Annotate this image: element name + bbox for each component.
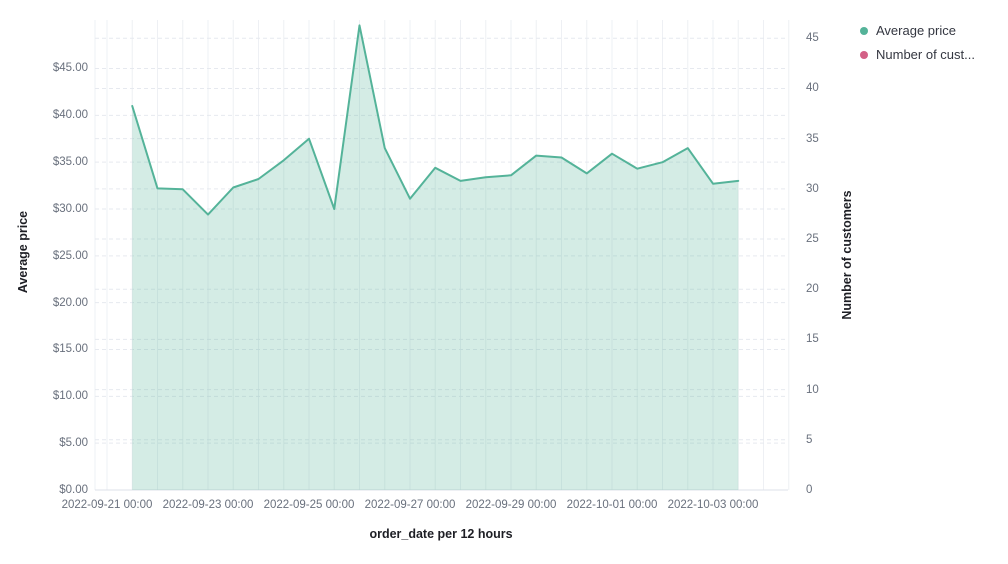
x-axis-tick-label: 2022-10-03 00:00	[667, 499, 759, 511]
left-axis-tick-label: $40.00	[52, 109, 88, 122]
left-axis-tick-label: $10.00	[52, 390, 88, 403]
area-fill-average-price	[132, 25, 739, 491]
left-axis-tick-label: $25.00	[52, 249, 88, 262]
left-y-axis-title: Average price	[16, 210, 30, 294]
left-axis-tick-label: $45.00	[52, 62, 88, 75]
right-axis-tick-label: 15	[806, 333, 819, 346]
x-axis-tick-label: 2022-09-25 00:00	[263, 499, 355, 511]
right-axis-tick-label: 25	[806, 233, 819, 246]
x-axis-tick-label: 2022-09-23 00:00	[162, 499, 254, 511]
legend-item-label: Average price	[876, 23, 956, 38]
legend-item-average-price[interactable]: Average price	[860, 22, 975, 40]
left-axis-tick-label: $20.00	[52, 296, 88, 309]
legend: Average price Number of cust...	[860, 22, 975, 64]
right-axis-tick-label: 10	[806, 383, 819, 396]
right-y-axis-title: Number of customers	[840, 190, 854, 320]
left-axis-tick-label: $35.00	[52, 156, 88, 169]
legend-item-label: Number of cust...	[876, 47, 975, 62]
x-axis-tick-label: 2022-09-29 00:00	[465, 499, 557, 511]
x-axis-tick-label: 2022-09-27 00:00	[364, 499, 456, 511]
right-axis-tick-label: 20	[806, 283, 819, 296]
right-axis-tick-label: 40	[806, 82, 819, 95]
left-axis-tick-label: $15.00	[52, 343, 88, 356]
left-axis-tick-label: $30.00	[52, 202, 88, 215]
right-axis-tick-label: 0	[806, 484, 813, 496]
line-average-price	[131, 24, 740, 216]
right-axis-tick-label: 35	[806, 132, 819, 145]
left-axis-tick-label: $0.00	[59, 484, 88, 496]
right-axis-tick-label: 30	[806, 182, 819, 195]
legend-swatch-icon	[860, 51, 868, 59]
right-axis-tick-label: 5	[806, 433, 813, 446]
right-axis-tick-label: 45	[806, 32, 819, 45]
legend-item-number-of-customers[interactable]: Number of cust...	[860, 46, 975, 64]
x-axis-tick-label: 2022-10-01 00:00	[566, 499, 658, 511]
left-axis-tick-label: $5.00	[59, 437, 88, 450]
legend-swatch-icon	[860, 27, 868, 35]
x-axis-title: order_date per 12 hours	[369, 527, 513, 541]
x-axis-tick-label: 2022-09-21 00:00	[61, 499, 153, 511]
